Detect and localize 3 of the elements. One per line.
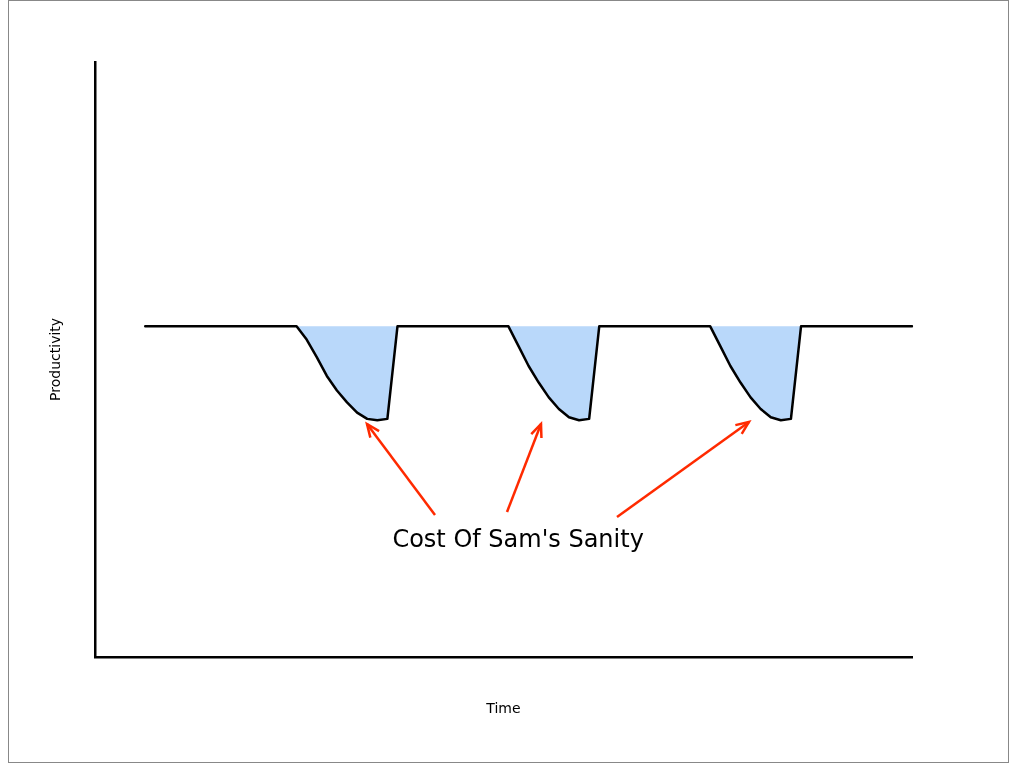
y-axis-title: Productivity (47, 317, 64, 401)
x-axis-title: Time (485, 700, 521, 717)
annotation: Cost Of Sam's Sanity (392, 525, 644, 554)
